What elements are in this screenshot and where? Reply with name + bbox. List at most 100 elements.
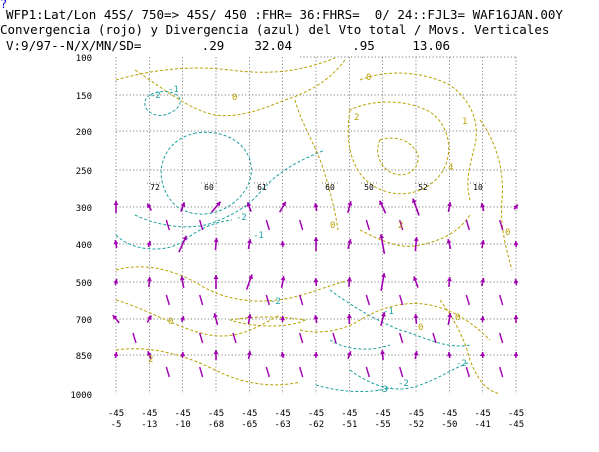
wind-vector-head (313, 237, 319, 241)
y-tick-label: 1000 (70, 391, 92, 401)
wind-vector-head (513, 241, 519, 246)
wind-vector (298, 294, 304, 306)
convergence-contour (347, 101, 450, 195)
station-label: 72 (150, 183, 160, 192)
x-tick-lat: -45 (375, 409, 391, 419)
wind-vector-head (280, 316, 286, 321)
y-tick-label: 500 (76, 279, 92, 289)
x-tick-lon: -62 (308, 420, 324, 430)
divergence-contour-label: -2 (270, 297, 281, 307)
wind-vector-head (346, 351, 352, 356)
wind-vector-head (113, 352, 119, 357)
wind-vector-head (480, 316, 486, 321)
wind-vector-head (213, 275, 219, 279)
convergence-contour-label: 2 (354, 113, 359, 123)
convergence-contour (359, 72, 477, 201)
wind-vector-head (113, 279, 119, 284)
x-tick-lon: -41 (475, 420, 491, 430)
wind-vector-head (280, 352, 286, 357)
x-tick-lat: -45 (108, 409, 124, 419)
station-label: 52 (418, 183, 428, 192)
wind-vector-head (147, 315, 152, 321)
header-line-3: V:9/97--N/X/MN/SD= .29 32.04 .95 13.06 (6, 38, 451, 53)
wind-vector (365, 366, 371, 378)
wind-vector-head (112, 315, 118, 320)
convergence-contour-label: 2 (148, 355, 153, 365)
convergence-contour-label: 0 (168, 317, 173, 327)
divergence-contour-label: -1 (253, 231, 264, 241)
x-tick-lon: -52 (408, 420, 424, 430)
wind-vector-head (381, 273, 386, 278)
station-label: 60 (325, 183, 335, 192)
wind-vector-head (180, 202, 186, 207)
wind-vector-head (513, 279, 519, 284)
x-tick-lat: -45 (275, 409, 291, 419)
divergence-contour (329, 339, 391, 350)
wind-vector (265, 366, 271, 378)
help-link[interactable]: ? (0, 0, 8, 11)
convergence-contour (115, 348, 301, 386)
convergence-contour-label: 1 (462, 117, 467, 127)
wind-vector-head (147, 203, 152, 209)
wind-vector-head (146, 241, 152, 246)
divergence-contour (115, 219, 233, 250)
y-tick-label: 400 (76, 241, 92, 251)
wind-vector-head (513, 315, 519, 319)
convergence-contour-label: 2 (398, 221, 403, 231)
convergence-contour-label: 0 (505, 228, 510, 238)
wind-vector-head (213, 313, 218, 318)
contour-layer (115, 57, 513, 395)
wind-vector-head (280, 241, 286, 246)
wind-vector-head (412, 276, 418, 281)
wind-vector (398, 332, 404, 344)
wind-vector-head (379, 234, 385, 239)
divergence-contour-label: -1 (383, 307, 394, 317)
wind-vector (465, 294, 471, 306)
axis-layer: 1001502002503004005007008501000-45-5-45-… (70, 54, 524, 430)
wind-vector-head (411, 198, 417, 204)
wind-vector-head (246, 351, 252, 356)
x-tick-lon: -45 (508, 420, 524, 430)
y-tick-label: 100 (76, 54, 92, 64)
convergence-contour-label: 0 (418, 323, 423, 333)
x-tick-lon: -51 (341, 420, 357, 430)
wind-vector (298, 366, 304, 378)
convergence-contour (115, 266, 351, 302)
x-tick-lon: -55 (375, 420, 391, 430)
header-line-1: WFP1:Lat/Lon 45S/ 750=> 45S/ 450 :FHR= 3… (6, 7, 563, 22)
wind-vector (365, 294, 371, 306)
wind-vector-head (447, 202, 452, 207)
wind-vector-head (113, 240, 119, 245)
wind-vector-head (313, 315, 319, 320)
wind-vector-head (413, 314, 419, 319)
wind-vector-head (346, 277, 352, 282)
convergence-contour-label: 0 (232, 93, 237, 103)
x-tick-lon: -63 (275, 420, 291, 430)
wind-vector (165, 219, 171, 231)
wind-vector-head (216, 201, 221, 207)
wind-vector-head (246, 202, 252, 207)
divergence-contour-label: -2 (398, 379, 409, 389)
wind-vector-head (247, 239, 252, 244)
x-tick-lat: -45 (241, 409, 257, 419)
wind-vector (198, 366, 204, 378)
wind-vector-head (446, 277, 452, 282)
x-tick-lon: -50 (441, 420, 457, 430)
wind-vector (198, 332, 204, 344)
x-tick-lat: -45 (508, 409, 524, 419)
convergence-contour (134, 59, 346, 117)
wind-vector-head (313, 352, 319, 357)
wind-vector (398, 294, 404, 306)
convergence-contour-label: 0 (366, 73, 371, 83)
x-tick-lon: -10 (175, 420, 191, 430)
x-tick-lat: -45 (141, 409, 157, 419)
divergence-contour-label: -1 (168, 85, 179, 95)
wind-vector-head (379, 200, 384, 206)
vector-layer (112, 198, 519, 378)
convergence-contour (294, 99, 339, 231)
wind-vector-head (281, 201, 286, 207)
wind-vector (265, 219, 271, 231)
wind-vector (498, 294, 504, 306)
y-tick-label: 700 (76, 316, 92, 326)
